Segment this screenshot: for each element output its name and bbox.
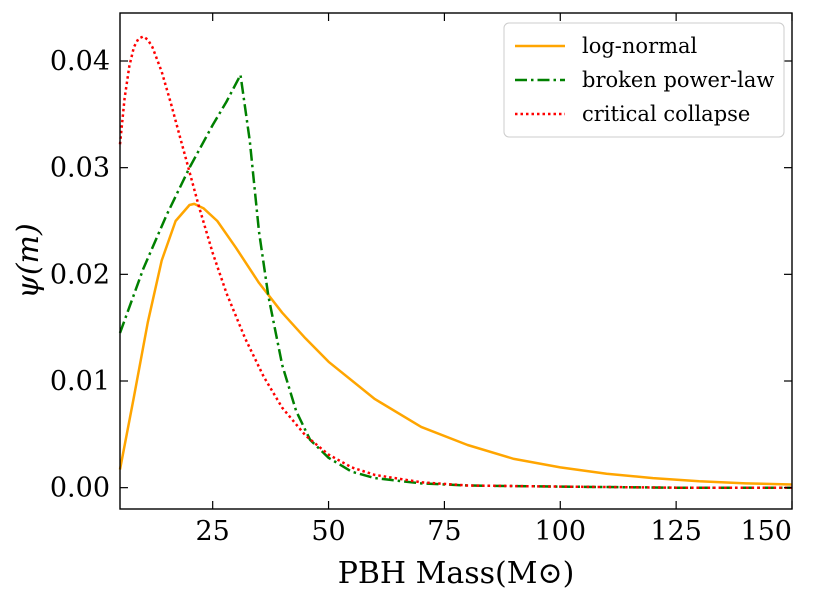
y-tick-label: 0.03 — [50, 153, 110, 184]
series-line-broken-power-law — [118, 73, 792, 489]
legend-label-critical-collapse: critical collapse — [582, 102, 750, 126]
x-axis-title: PBH Mass(M⊙) — [338, 556, 575, 591]
y-tick-label: 0.02 — [50, 259, 110, 290]
legend: log-normal broken power-law critical col… — [503, 22, 785, 138]
legend-box — [503, 22, 785, 138]
y-tick-label: 0.01 — [50, 366, 110, 397]
plot-frame — [119, 12, 793, 510]
x-tick-label: 125 — [650, 516, 702, 547]
x-tick-label: 100 — [535, 516, 587, 547]
legend-label-broken-power-law: broken power-law — [582, 68, 774, 92]
tick-layer: 25 50 75 100 125 150 0.00 0.01 0.02 0.03 0.04 — [50, 13, 793, 547]
y-tick-label: 0.04 — [50, 46, 110, 77]
legend-label-log-normal: log-normal — [582, 34, 698, 58]
x-tick-label: 150 — [740, 516, 792, 547]
series-layer — [118, 35, 793, 489]
x-tick-label: 75 — [427, 516, 461, 547]
y-axis-title: ψ(m) — [11, 223, 46, 298]
x-tick-label: 25 — [196, 516, 230, 547]
series-line-critical-collapse — [118, 35, 792, 489]
series-line-log-normal — [118, 202, 793, 486]
x-tick-label: 50 — [311, 516, 345, 547]
y-tick-label: 0.00 — [50, 473, 110, 504]
